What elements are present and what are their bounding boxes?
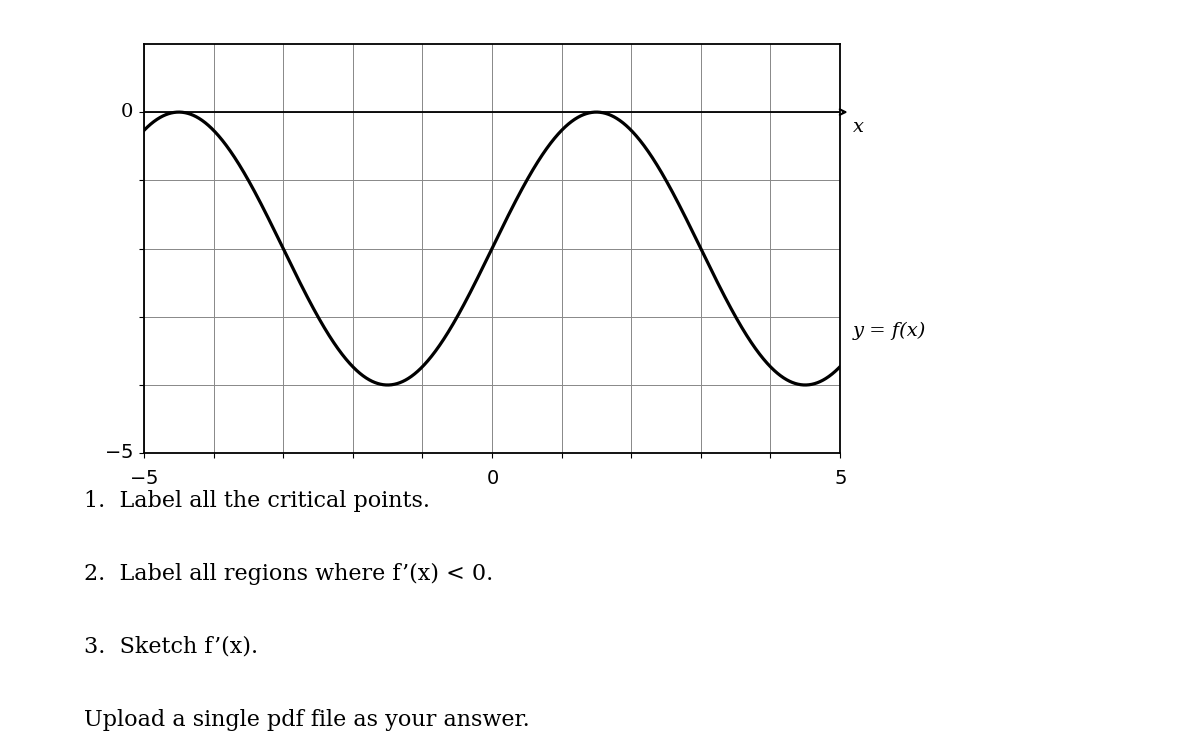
Text: $5$: $5$ <box>834 470 846 488</box>
Text: Upload a single pdf file as your answer.: Upload a single pdf file as your answer. <box>84 709 529 731</box>
Text: $0$: $0$ <box>486 470 498 488</box>
Text: 3.  Sketch f’(x).: 3. Sketch f’(x). <box>84 636 258 658</box>
Text: $-5$: $-5$ <box>130 470 158 488</box>
Text: $-5$: $-5$ <box>104 444 133 462</box>
Text: 2.  Label all regions where f’(x) < 0.: 2. Label all regions where f’(x) < 0. <box>84 563 493 585</box>
Text: 1.  Label all the critical points.: 1. Label all the critical points. <box>84 490 430 512</box>
Text: y = f(x): y = f(x) <box>852 322 926 339</box>
Text: 0: 0 <box>121 103 133 121</box>
Text: x: x <box>852 118 864 135</box>
